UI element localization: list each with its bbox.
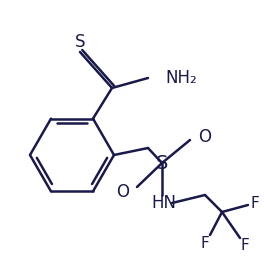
Text: O: O [116, 183, 129, 201]
Text: S: S [75, 33, 85, 51]
Text: O: O [198, 128, 211, 146]
Text: NH₂: NH₂ [165, 69, 197, 87]
Text: HN: HN [152, 194, 177, 212]
Text: S: S [156, 154, 168, 172]
Text: F: F [241, 239, 249, 254]
Text: F: F [201, 235, 209, 250]
Text: F: F [251, 196, 259, 211]
